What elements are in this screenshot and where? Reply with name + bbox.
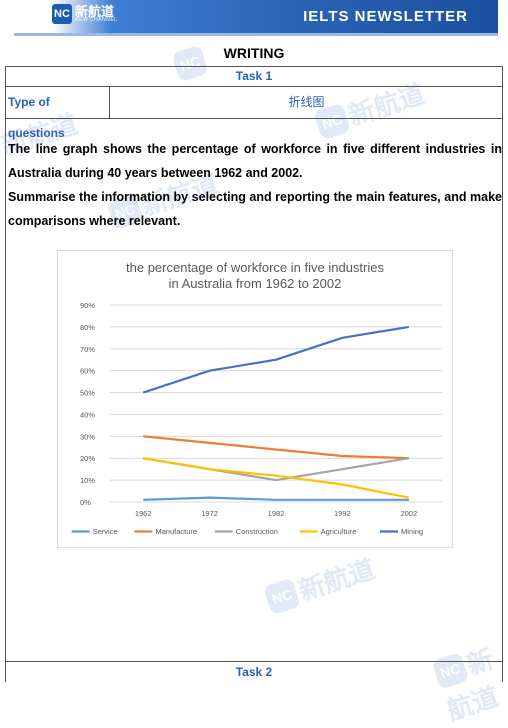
task1-instruction: Summarise the information by selecting a… [8, 190, 502, 228]
y-tick-label: 90% [80, 301, 95, 310]
chart-title-line-2: in Australia from 1962 to 2002 [169, 276, 342, 291]
x-tick-label: 1962 [135, 509, 152, 518]
task2-heading: Task 2 [5, 661, 503, 682]
legend-label-mining: Mining [401, 527, 423, 536]
section-title: WRITING [223, 45, 285, 61]
legend-label-service: Service [93, 527, 118, 536]
logo-badge-icon: NC [52, 4, 72, 24]
legend-label-construction: Construction [236, 527, 278, 536]
y-tick-label: 10% [80, 476, 95, 485]
x-tick-label: 1972 [201, 509, 218, 518]
y-tick-label: 0% [80, 498, 91, 507]
chart-title-line-1: the percentage of workforce in five indu… [126, 260, 384, 275]
y-tick-label: 50% [80, 389, 95, 398]
logo-chinese-name: 新航道 [75, 4, 115, 19]
line-chart-svg: the percentage of workforce in five indu… [71, 260, 442, 536]
y-tick-label: 70% [80, 345, 95, 354]
legend-label-agriculture: Agriculture [321, 527, 357, 536]
series-line-construction [143, 457, 409, 482]
series-line-service [143, 496, 409, 501]
header-stripe [14, 33, 498, 36]
logo-english-name: NEW CHANNEL [75, 17, 118, 23]
y-tick-label: 40% [80, 410, 95, 419]
brand-logo: NC 新航道 NEW CHANNEL [52, 4, 117, 24]
x-tick-label: 1982 [268, 509, 285, 518]
series-line-manufacture [143, 435, 409, 460]
task1-prompt: The line graph shows the percentage of w… [8, 142, 502, 180]
newsletter-title: IELTS NEWSLETTER [303, 8, 468, 25]
x-tick-label: 1992 [334, 509, 351, 518]
task-table [5, 66, 503, 682]
y-tick-label: 20% [80, 454, 95, 463]
task1-heading: Task 1 [5, 66, 503, 87]
question-type-value: 折线图 [288, 95, 325, 109]
line-chart: the percentage of workforce in five indu… [57, 250, 453, 548]
series-line-mining [142, 325, 409, 394]
y-tick-label: 30% [80, 432, 95, 441]
series-line-agriculture [143, 457, 410, 499]
y-tick-label: 60% [80, 367, 95, 376]
question-type-row: Type of questions 折线图 [5, 87, 503, 140]
x-tick-label: 2002 [400, 509, 417, 518]
legend-label-manufacture: Manufacture [155, 527, 197, 536]
newsletter-header [14, 0, 498, 33]
question-type-label: Type of questions [5, 87, 110, 140]
y-tick-label: 80% [80, 323, 95, 332]
